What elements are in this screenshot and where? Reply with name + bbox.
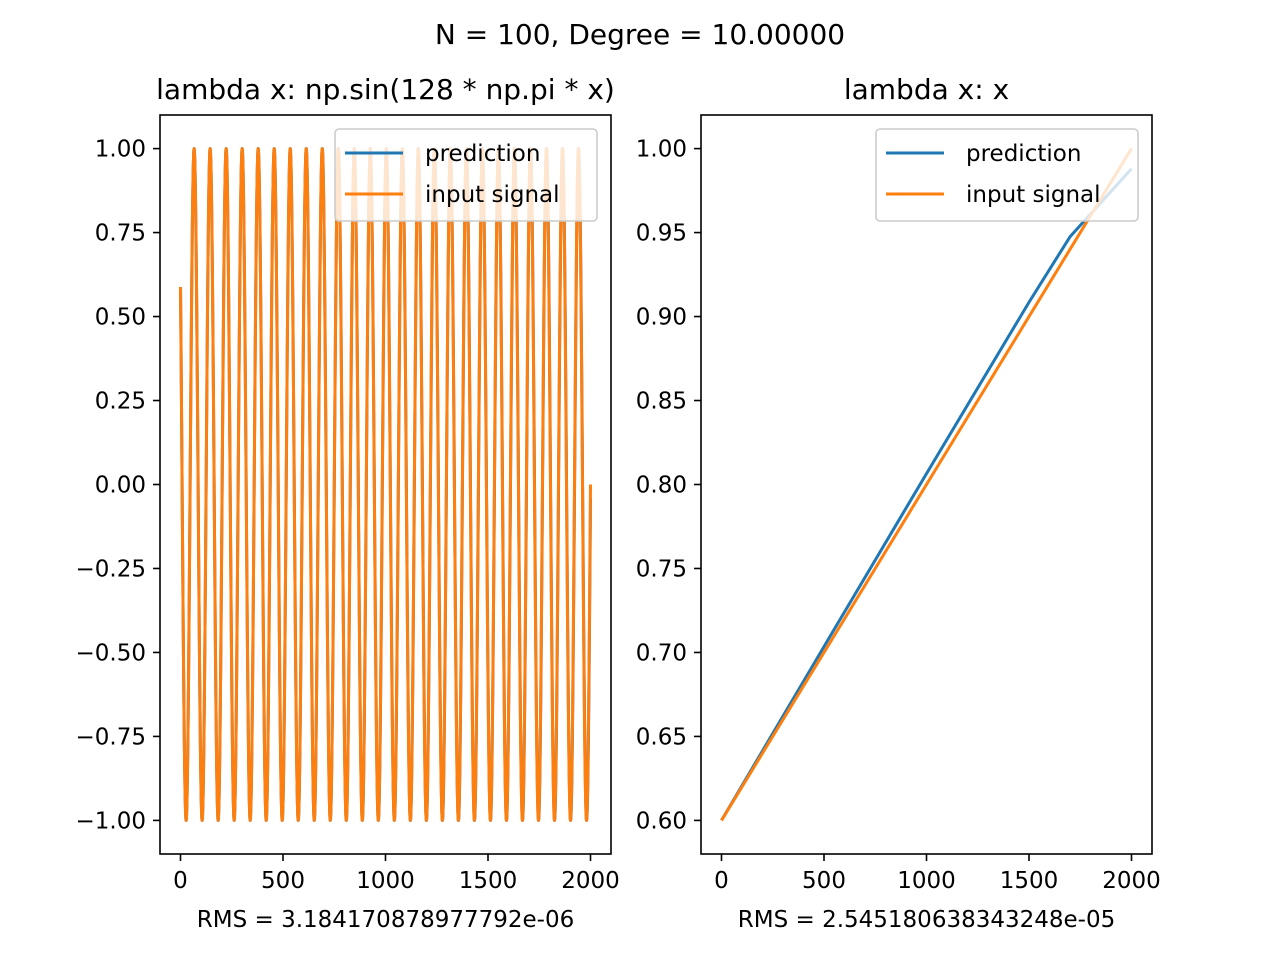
series-line-prediction [720, 167, 1133, 822]
y-tick-label: −1.00 [76, 808, 146, 834]
y-tick-label: 0.75 [95, 221, 146, 247]
x-tick-label: 1000 [356, 868, 415, 894]
figure-suptitle: N = 100, Degree = 10.00000 [435, 18, 845, 51]
y-tick-label: 1.00 [636, 137, 687, 163]
x-tick-label: 1500 [459, 868, 518, 894]
subplot-title: lambda x: x [844, 73, 1009, 106]
y-tick-label: 1.00 [95, 137, 146, 163]
right-subplot: 0 500 1000 1500 2000 1.00 0.95 0.90 0.85 0.80 0.75… [636, 73, 1161, 933]
series-line-input-signal [720, 147, 1133, 822]
legend-label: input signal [425, 182, 560, 208]
y-tick-label: −0.75 [76, 724, 146, 750]
x-axis-label: RMS = 2.545180638343248e-05 [738, 907, 1115, 933]
legend-label: input signal [966, 182, 1101, 208]
x-tick-label: 500 [802, 868, 846, 894]
series-line-input-signal [179, 147, 592, 822]
legend: prediction input signal [334, 128, 598, 222]
y-tick-label: 0.25 [95, 389, 146, 415]
y-tick-label: 0.50 [95, 305, 146, 331]
y-tick-label: 0.85 [636, 389, 687, 415]
y-tick-label: 0.65 [636, 724, 687, 750]
y-tick-label: 0.95 [636, 221, 687, 247]
y-tick-label: 0.75 [636, 556, 687, 582]
y-tick-label: 0.90 [636, 305, 687, 331]
x-tick-label: 2000 [1102, 868, 1161, 894]
y-tick-label: 0.70 [636, 640, 687, 666]
x-tick-label: 500 [261, 868, 305, 894]
y-tick-label: −0.25 [76, 556, 146, 582]
x-tick-label: 2000 [561, 868, 620, 894]
x-axis-label: RMS = 3.184170878977792e-06 [197, 907, 574, 933]
y-tick-label: 0.00 [95, 473, 146, 499]
legend-label: prediction [425, 141, 540, 167]
x-tick-label: 1000 [897, 868, 956, 894]
subplot-title: lambda x: np.sin(128 * np.pi * x) [156, 73, 615, 106]
legend-label: prediction [966, 141, 1081, 167]
y-tick-label: −0.50 [76, 640, 146, 666]
legend: prediction input signal [875, 128, 1139, 222]
x-tick-label: 1500 [1000, 868, 1059, 894]
x-tick-label: 0 [173, 868, 188, 894]
x-tick-label: 0 [714, 868, 729, 894]
y-tick-label: 0.60 [636, 808, 687, 834]
left-subplot: 0 500 1000 1500 2000 1.00 0.75 0.50 0.25 0.00 −0.2… [76, 73, 620, 933]
y-tick-label: 0.80 [636, 473, 687, 499]
